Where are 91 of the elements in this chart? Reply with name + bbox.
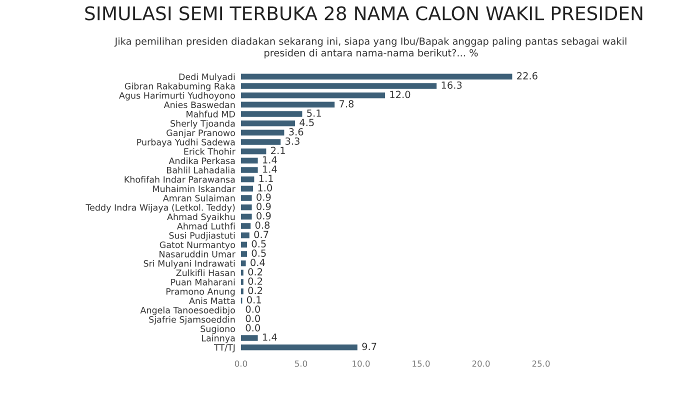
data-label: 0.8 <box>255 221 270 229</box>
data-label: 7.8 <box>340 100 354 108</box>
data-label: 0.0 <box>246 305 260 313</box>
data-label: 9.7 <box>362 342 376 350</box>
y-tick-label: Zulkifli Hasan <box>176 269 235 276</box>
data-label: 0.2 <box>248 286 262 294</box>
y-tick-label: Ganjar Pranowo <box>166 129 235 138</box>
y-tick-label: Pramono Anung <box>166 288 235 296</box>
y-tick-label: Anis Matta <box>189 297 235 304</box>
bar <box>241 335 258 341</box>
data-label: 22.6 <box>517 72 538 80</box>
x-tick-label: 0.0 <box>234 360 248 367</box>
bar <box>241 120 295 126</box>
x-tick-label: 10.0 <box>352 360 370 367</box>
bar <box>241 167 258 173</box>
data-label: 0.1 <box>247 296 261 304</box>
y-tick-label: Agus Harimurti Yudhoyono <box>119 92 235 100</box>
data-label: 16.3 <box>442 81 462 89</box>
data-label: 0.9 <box>256 212 271 220</box>
y-tick-label: Sjafrie Sjamsoeddin <box>149 316 235 324</box>
bar <box>241 214 252 220</box>
x-tick-label: 5.0 <box>295 360 308 367</box>
data-label: 5.1 <box>307 110 321 117</box>
data-label: 0.5 <box>252 249 266 257</box>
data-label: 3.3 <box>286 137 300 145</box>
bar <box>241 251 247 257</box>
data-label: 0.7 <box>254 230 268 238</box>
chart-subtitle: Jika pemilihan presiden diadakan sekarang ini, siapa yang Ibu/Bapak anggap paling pantas sebagai wakil presiden di antara nama-nama berikut?... % <box>114 37 626 58</box>
bar <box>241 83 437 89</box>
bar <box>241 111 302 117</box>
y-tick-label: Puan Maharani <box>171 278 235 286</box>
y-tick-label: Lainnya <box>202 334 235 344</box>
bar <box>241 102 335 108</box>
data-label: 12.0 <box>390 90 410 98</box>
data-label: 4.5 <box>300 118 314 126</box>
y-tick-label: Purbaya Yudhi Sadewa <box>137 138 235 148</box>
y-tick-label: Muhaimin Iskandar <box>153 185 236 192</box>
y-tick-label: TT/TJ <box>214 344 235 352</box>
y-tick-label: Nasaruddin Umar <box>160 250 236 258</box>
x-tick-label: 25.0 <box>532 360 550 367</box>
data-label: 0.9 <box>256 202 271 210</box>
data-label: 0.2 <box>248 277 262 285</box>
bar <box>241 204 252 210</box>
x-tick-label: 20.0 <box>472 360 490 367</box>
data-label: 0.2 <box>248 268 262 276</box>
x-tick-label: 15.0 <box>412 360 430 367</box>
data-label: 0.4 <box>250 258 265 266</box>
bar <box>241 74 512 80</box>
y-tick-label: Mahfud MD <box>186 110 235 118</box>
y-tick-label: Amran Sulaiman <box>162 194 235 202</box>
data-label: 3.6 <box>289 128 304 136</box>
data-label: 2.1 <box>271 146 285 154</box>
bar <box>241 186 253 192</box>
y-tick-label: Erick Thohir <box>184 148 236 155</box>
y-tick-label: Teddy Indra Wijaya (Letkol. Teddy) <box>86 204 235 212</box>
bar <box>241 223 251 229</box>
data-label: 0.9 <box>256 193 271 201</box>
y-tick-label: Gatot Nurmantyo <box>160 241 235 250</box>
bar <box>241 242 247 248</box>
bar <box>241 130 284 136</box>
bar <box>241 232 250 238</box>
bar <box>241 195 252 201</box>
bar <box>241 344 358 350</box>
y-tick-label: Angela Tanoesoedibjo <box>140 306 235 316</box>
bar <box>241 260 246 266</box>
y-tick-label: Sugiono <box>200 325 235 334</box>
chart-title: SIMULASI SEMI TERBUKA 28 NAMA CALON WAKIL PRESIDEN <box>85 6 642 20</box>
data-label: 0.0 <box>246 314 260 322</box>
y-tick-label: Khofifah Indar Parawansa <box>124 176 235 183</box>
y-tick-label: Susi Pudjiastuti <box>169 232 235 240</box>
data-label: 1.4 <box>263 334 277 341</box>
bar <box>241 139 281 145</box>
data-label: 0.0 <box>246 324 260 332</box>
y-tick-label: Sherly Tjoanda <box>170 120 235 128</box>
y-tick-label: Anies Baswedan <box>164 101 235 108</box>
y-tick-label: Gibran Rakabuming Raka <box>124 82 235 92</box>
data-label: 0.5 <box>252 240 266 248</box>
y-tick-label: Sri Mulyani Indrawati <box>144 260 235 268</box>
y-tick-label: Dedi Mulyadi <box>179 73 235 82</box>
y-tick-label: Ahmad Syaikhu <box>167 213 235 222</box>
data-label: 1.0 <box>258 184 272 192</box>
bar <box>241 148 266 154</box>
bar <box>241 176 254 182</box>
y-tick-label: Bahlil Lahadalia <box>167 166 235 174</box>
y-tick-label: Andika Perkasa <box>168 157 235 164</box>
data-label: 1.4 <box>263 166 277 173</box>
bar <box>241 158 258 164</box>
bar <box>241 92 385 98</box>
y-tick-label: Ahmad Luthfi <box>177 222 235 230</box>
data-label: 1.4 <box>263 156 277 164</box>
data-label: 1.1 <box>259 174 273 182</box>
